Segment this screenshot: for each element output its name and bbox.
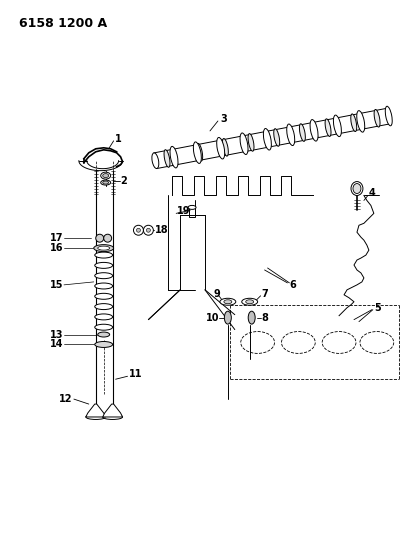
Ellipse shape (94, 293, 112, 299)
Ellipse shape (224, 311, 231, 324)
Circle shape (146, 228, 150, 232)
Ellipse shape (350, 182, 362, 196)
Text: 1: 1 (115, 134, 121, 144)
Ellipse shape (350, 114, 356, 132)
Ellipse shape (94, 262, 112, 268)
Text: 10: 10 (206, 313, 219, 322)
Circle shape (96, 234, 103, 242)
Ellipse shape (299, 124, 305, 141)
Text: 15: 15 (49, 280, 63, 290)
Ellipse shape (247, 134, 254, 151)
Ellipse shape (193, 142, 201, 164)
Text: 6158 1200 A: 6158 1200 A (19, 17, 107, 30)
Ellipse shape (94, 342, 112, 348)
Ellipse shape (241, 298, 257, 305)
Text: 6: 6 (289, 280, 295, 290)
Ellipse shape (223, 300, 231, 304)
Text: 9: 9 (213, 289, 219, 299)
Ellipse shape (102, 174, 108, 177)
Circle shape (136, 228, 140, 232)
Circle shape (133, 225, 143, 235)
Ellipse shape (94, 273, 112, 279)
Ellipse shape (247, 311, 254, 324)
Text: 18: 18 (155, 225, 169, 235)
Ellipse shape (94, 314, 112, 320)
Text: 17: 17 (49, 233, 63, 243)
Ellipse shape (309, 119, 317, 141)
Ellipse shape (188, 205, 196, 209)
Ellipse shape (170, 147, 178, 168)
Ellipse shape (164, 150, 170, 167)
Text: 12: 12 (59, 394, 73, 404)
Ellipse shape (324, 119, 330, 136)
Ellipse shape (263, 128, 271, 150)
Ellipse shape (97, 246, 109, 250)
Bar (189, 207, 195, 217)
Ellipse shape (239, 133, 247, 155)
Ellipse shape (356, 111, 364, 132)
Text: 5: 5 (373, 303, 380, 313)
Text: 13: 13 (49, 329, 63, 340)
Ellipse shape (352, 183, 360, 193)
Ellipse shape (94, 324, 112, 330)
Ellipse shape (333, 115, 341, 136)
Ellipse shape (219, 298, 235, 305)
Text: 8: 8 (261, 313, 268, 322)
Text: 11: 11 (128, 369, 142, 379)
Polygon shape (85, 404, 106, 417)
Text: 2: 2 (120, 175, 127, 185)
Ellipse shape (97, 332, 109, 337)
Text: 3: 3 (219, 114, 226, 124)
Ellipse shape (102, 415, 122, 419)
Circle shape (103, 234, 111, 242)
Ellipse shape (101, 172, 110, 179)
Ellipse shape (273, 128, 279, 146)
Ellipse shape (216, 138, 224, 159)
Ellipse shape (94, 304, 112, 310)
Text: 7: 7 (261, 289, 268, 299)
Circle shape (143, 225, 153, 235)
Text: 14: 14 (49, 340, 63, 350)
Text: 4: 4 (368, 189, 375, 198)
Text: 19: 19 (177, 206, 190, 216)
Ellipse shape (151, 153, 158, 168)
Ellipse shape (102, 181, 108, 184)
Ellipse shape (94, 245, 113, 252)
Ellipse shape (94, 252, 112, 258)
Text: 16: 16 (49, 243, 63, 253)
Ellipse shape (85, 415, 106, 419)
Ellipse shape (373, 109, 379, 127)
Ellipse shape (384, 106, 391, 126)
Ellipse shape (101, 180, 110, 185)
Ellipse shape (245, 300, 253, 304)
Polygon shape (102, 404, 122, 417)
Ellipse shape (196, 143, 202, 161)
Ellipse shape (94, 283, 112, 289)
Ellipse shape (286, 124, 294, 146)
Ellipse shape (222, 139, 228, 156)
